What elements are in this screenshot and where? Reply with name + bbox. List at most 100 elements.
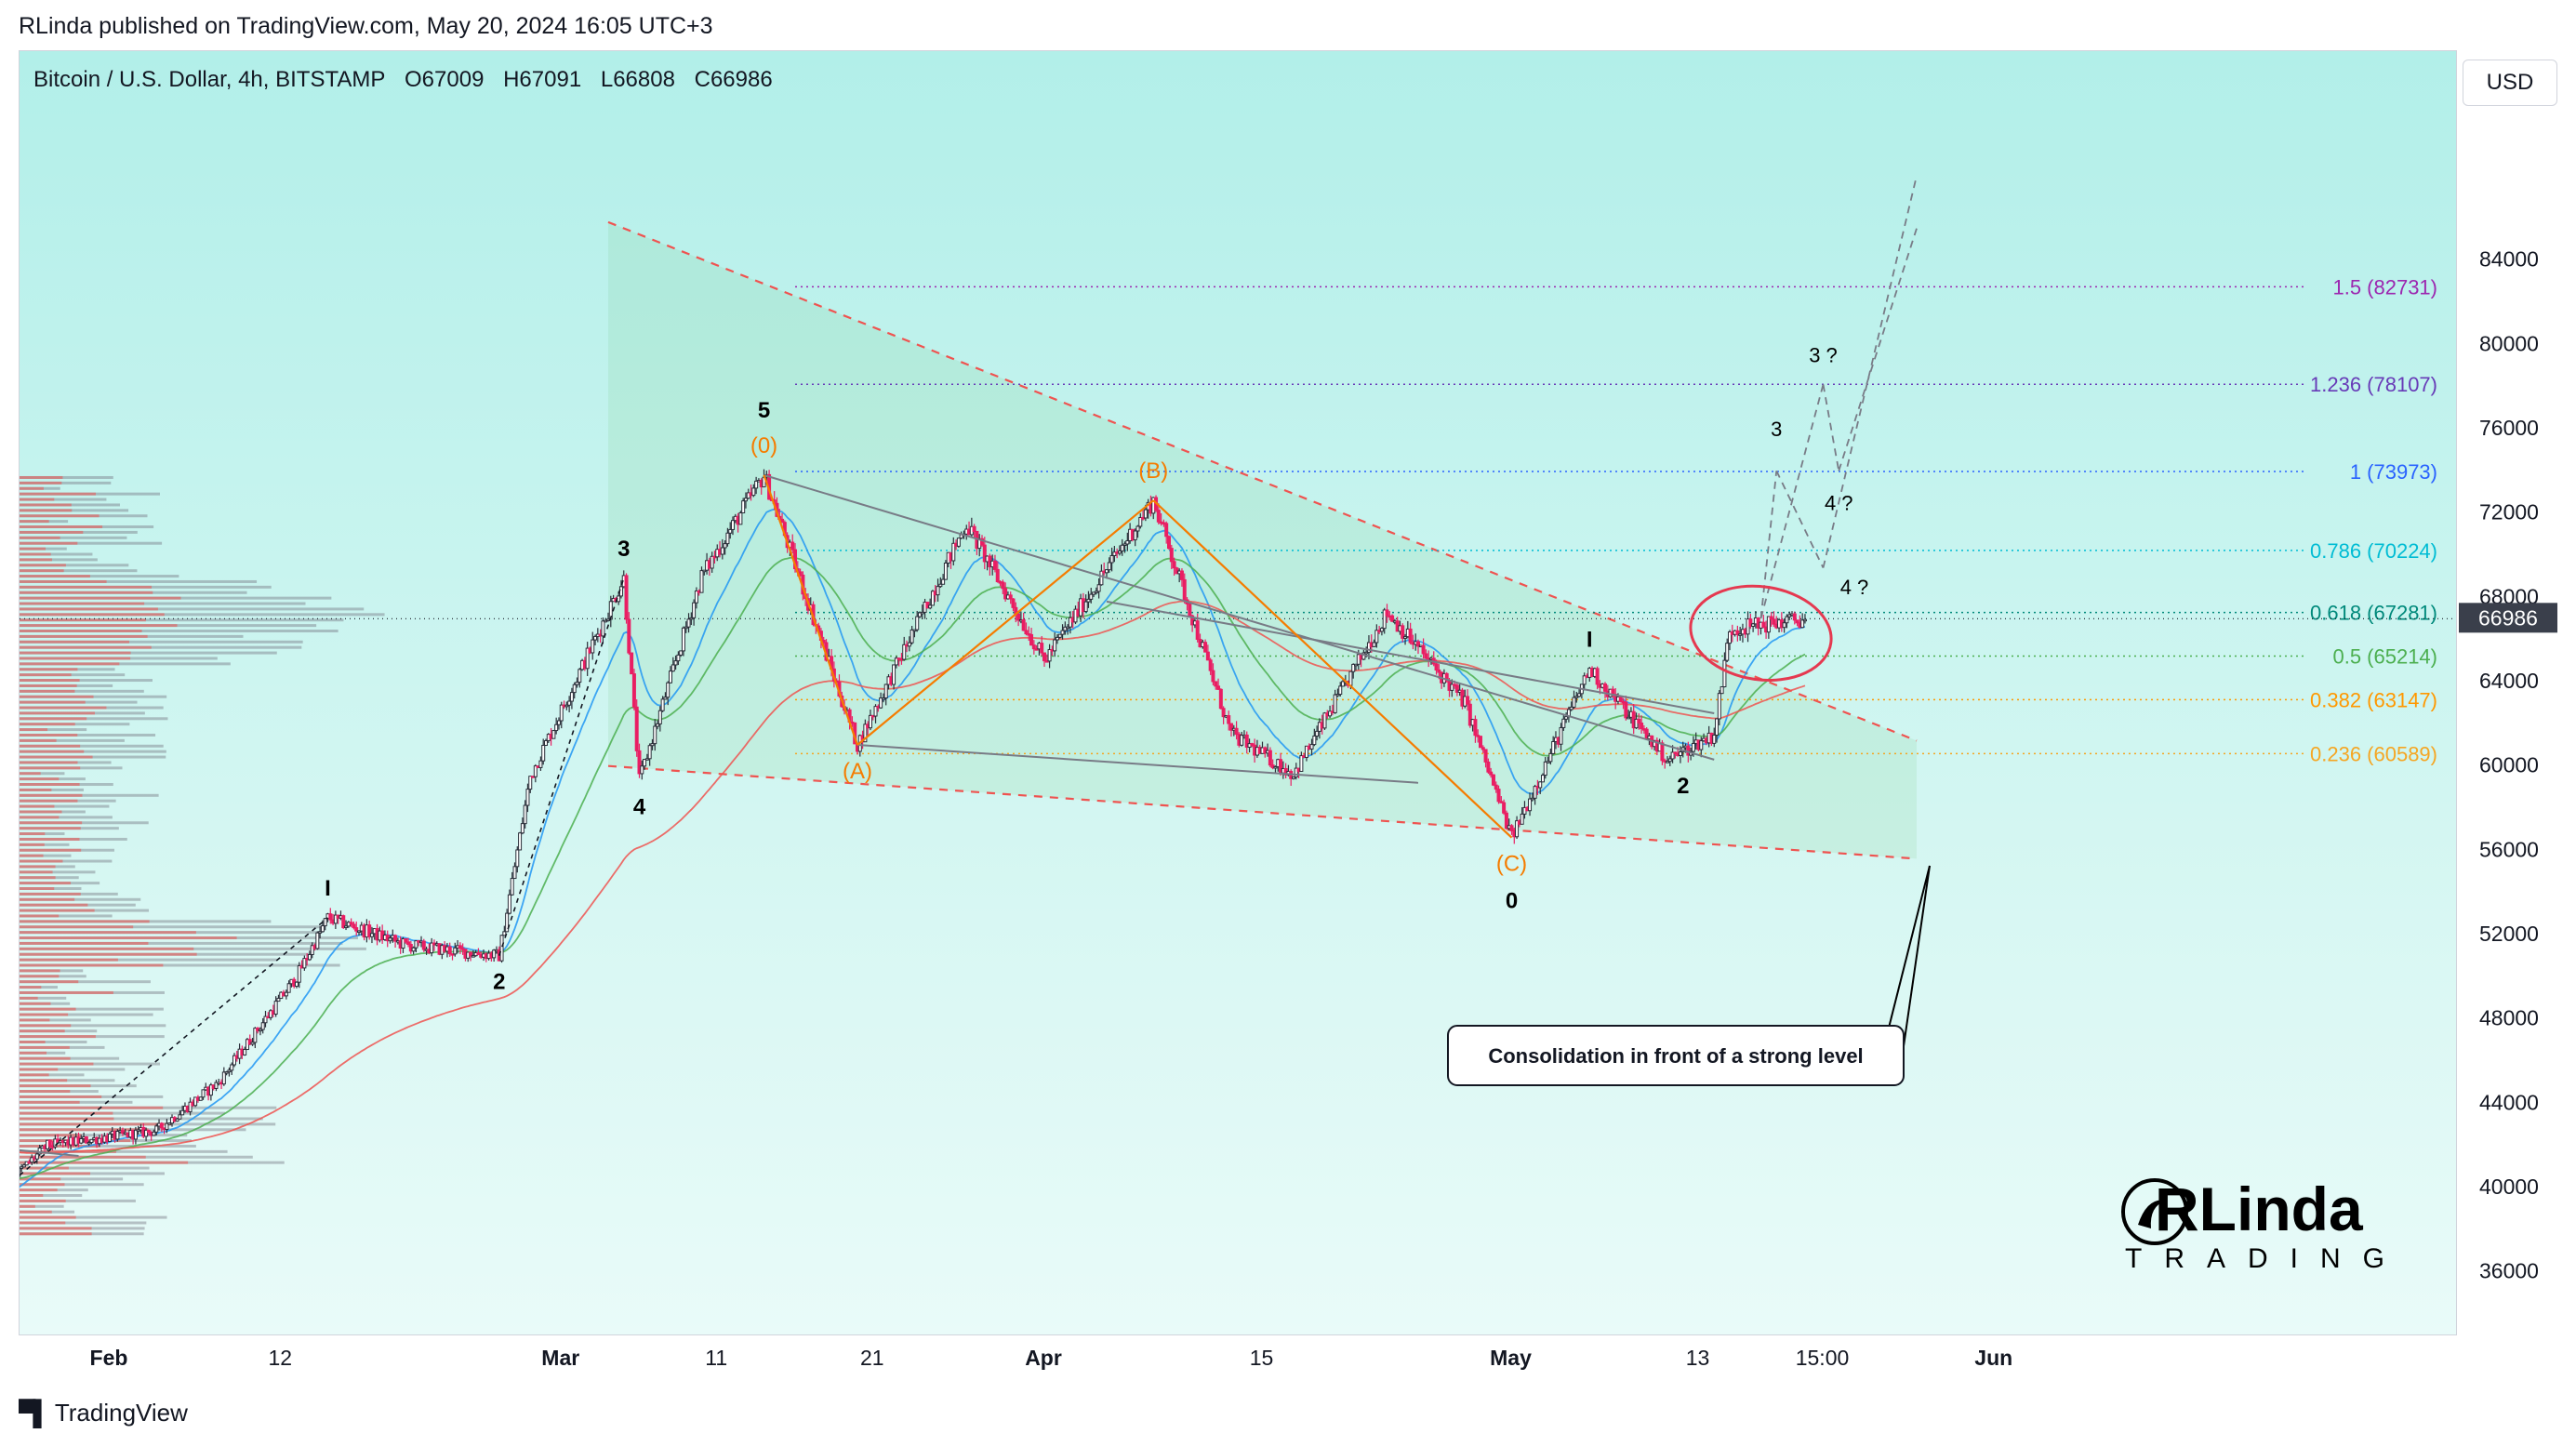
volume-profile-bar xyxy=(20,717,168,721)
candle-body xyxy=(1094,591,1098,593)
wave-label: (0) xyxy=(750,433,777,458)
candle-body xyxy=(115,1131,120,1140)
volume-profile-bar xyxy=(20,689,144,693)
tradingview-brand-text: TradingView xyxy=(54,1399,188,1427)
candle-body xyxy=(907,642,911,647)
candle-body xyxy=(1491,774,1495,786)
candle-body xyxy=(302,958,307,969)
volume-profile-bar-sell xyxy=(20,1204,35,1208)
chart-pane[interactable]: 1.5 (82731) 1.236 (78107) 1 (73973) 0.786 (… xyxy=(19,50,2457,1335)
volume-profile-bar-sell xyxy=(20,810,62,814)
candle-body xyxy=(868,714,872,729)
candle-body xyxy=(1715,718,1720,737)
candle-body xyxy=(30,1157,34,1163)
volume-profile-bar-sell xyxy=(20,662,120,666)
volume-profile-bar-sell xyxy=(20,761,78,764)
candle-body xyxy=(1179,570,1184,580)
volume-profile-bar-sell xyxy=(20,481,62,485)
candle-body xyxy=(89,1138,94,1144)
candle-body xyxy=(1673,751,1678,754)
candle-body xyxy=(1670,751,1675,760)
candle-body xyxy=(863,724,868,743)
candle-body xyxy=(152,1131,156,1136)
candle-body xyxy=(1008,594,1013,600)
candle-body xyxy=(1120,544,1124,551)
wave-label: 4 ? xyxy=(1840,576,1869,599)
volume-profile-bar-sell xyxy=(20,777,60,781)
candle-body xyxy=(323,918,327,927)
candle-body xyxy=(710,555,714,569)
candle-body xyxy=(1444,672,1449,682)
candle-body xyxy=(657,710,662,724)
volume-profile-bar-sell xyxy=(20,766,81,770)
candle-body xyxy=(37,1147,42,1155)
candle-body xyxy=(1548,752,1553,763)
volume-profile-bar-sell xyxy=(20,1095,102,1098)
candle-body xyxy=(1640,723,1644,730)
candle-body xyxy=(1769,616,1773,620)
callout-text: Consolidation in front of a strong level xyxy=(1488,1044,1863,1068)
volume-profile-bar-sell xyxy=(20,1013,69,1016)
candle-body xyxy=(1203,642,1208,653)
volume-profile-bar xyxy=(20,793,159,797)
candle-body xyxy=(450,953,455,956)
volume-profile-bar xyxy=(20,1221,147,1225)
candle-body xyxy=(883,684,888,698)
volume-profile-bar-sell xyxy=(20,793,83,797)
volume-profile-bar-sell xyxy=(20,1122,172,1126)
ohlc-low: L66808 xyxy=(600,67,675,92)
currency-button[interactable]: USD xyxy=(2463,60,2557,106)
candle-body xyxy=(227,1069,232,1073)
candle-body xyxy=(476,951,481,956)
candle-body xyxy=(180,1109,185,1116)
tradingview-footer[interactable]: ▀▌ TradingView xyxy=(19,1399,188,1427)
wave-label: 3 xyxy=(1771,418,1782,441)
candle-body xyxy=(1515,820,1520,838)
time-axis[interactable]: Feb 12 Mar 11 21 Apr 15 May 13 15:00 Jun xyxy=(19,1335,2455,1382)
volume-profile-bar xyxy=(20,816,113,819)
volume-profile-bar-sell xyxy=(20,624,178,628)
volume-profile-bar-sell xyxy=(20,931,196,935)
candle-body xyxy=(894,657,898,666)
volume-profile-bar-sell xyxy=(20,903,88,907)
volume-profile-bar-sell xyxy=(20,684,77,687)
volume-profile-bar-sell xyxy=(20,1024,72,1028)
candle-body xyxy=(520,823,524,834)
callout-pointer-line xyxy=(1883,865,1931,1047)
candle-body xyxy=(284,991,288,997)
volume-profile-bar-sell xyxy=(20,1161,189,1164)
volume-profile-bar-sell xyxy=(20,733,78,737)
volume-profile-bar xyxy=(20,788,84,791)
candle-body xyxy=(1530,797,1534,801)
volume-profile-bar xyxy=(20,640,303,644)
candle-body xyxy=(1403,636,1408,639)
candle-body xyxy=(328,913,333,921)
candle-body xyxy=(388,937,392,942)
candle-body xyxy=(1618,696,1623,702)
candle-body xyxy=(263,1016,268,1024)
fib-level-label: 1 (73973) xyxy=(2350,460,2437,484)
candle-body xyxy=(507,894,511,914)
candle-body xyxy=(230,1064,234,1071)
candle-body xyxy=(554,724,559,732)
volume-profile-bar-sell xyxy=(20,1117,114,1121)
candle-body xyxy=(743,498,748,502)
candle-body xyxy=(630,652,634,675)
volume-profile-bar xyxy=(20,618,344,622)
candle-body xyxy=(1244,734,1249,748)
price-chart[interactable]: 1.5 (82731) 1.236 (78107) 1 (73973) 0.786 (… xyxy=(20,51,2456,1334)
price-axis[interactable]: 8400080000760007200068000640006000056000… xyxy=(2457,102,2559,1334)
candle-body xyxy=(453,947,458,955)
candle-body xyxy=(1240,735,1244,746)
candle-body xyxy=(980,538,984,546)
candle-body xyxy=(198,1096,203,1101)
volume-profile-bar xyxy=(20,575,179,578)
volume-profile-bar-sell xyxy=(20,1111,113,1115)
volume-profile-bar-sell xyxy=(20,679,80,683)
candle-body xyxy=(972,525,976,532)
candle-body xyxy=(1354,663,1358,667)
candle-body xyxy=(1057,633,1062,638)
candle-body xyxy=(1479,736,1482,749)
candle-body xyxy=(178,1114,182,1120)
candle-body xyxy=(902,644,907,660)
